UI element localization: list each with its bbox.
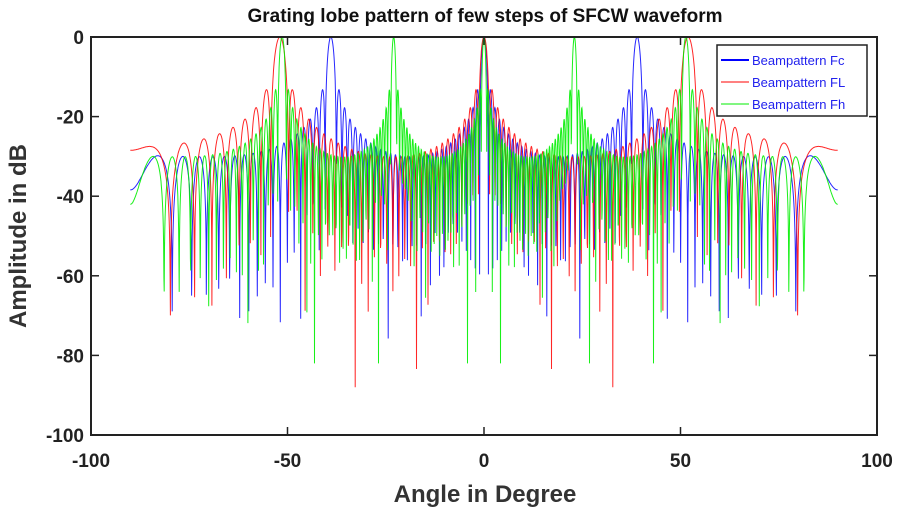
x-tick-label: -100 xyxy=(72,451,110,472)
y-tick-label: -60 xyxy=(57,267,84,288)
x-tick-label: 100 xyxy=(861,451,893,472)
axis-ticks: -100 -50 0 50 100 0 -20 -40 -60 -80 -100 xyxy=(46,28,893,472)
x-axis-label: Angle in Degree xyxy=(394,481,577,508)
legend: Beampattern Fc Beampattern FL Beampattern … xyxy=(716,44,868,117)
y-axis-label: Amplitude in dB xyxy=(5,144,32,328)
x-tick-label: 0 xyxy=(479,451,490,472)
x-tick-label: 50 xyxy=(670,451,691,472)
legend-entry: Beampattern FL xyxy=(752,75,845,90)
legend-entry: Beampattern Fc xyxy=(752,53,845,68)
x-tick-label: -50 xyxy=(274,451,301,472)
y-tick-label: -100 xyxy=(46,426,84,447)
y-tick-label: 0 xyxy=(73,28,84,49)
y-tick-label: -20 xyxy=(57,108,84,129)
y-tick-label: -40 xyxy=(57,187,84,208)
chart-title: Grating lobe pattern of few steps of SFC… xyxy=(247,6,722,27)
y-tick-label: -80 xyxy=(57,346,84,367)
legend-entry: Beampattern Fh xyxy=(752,97,845,112)
